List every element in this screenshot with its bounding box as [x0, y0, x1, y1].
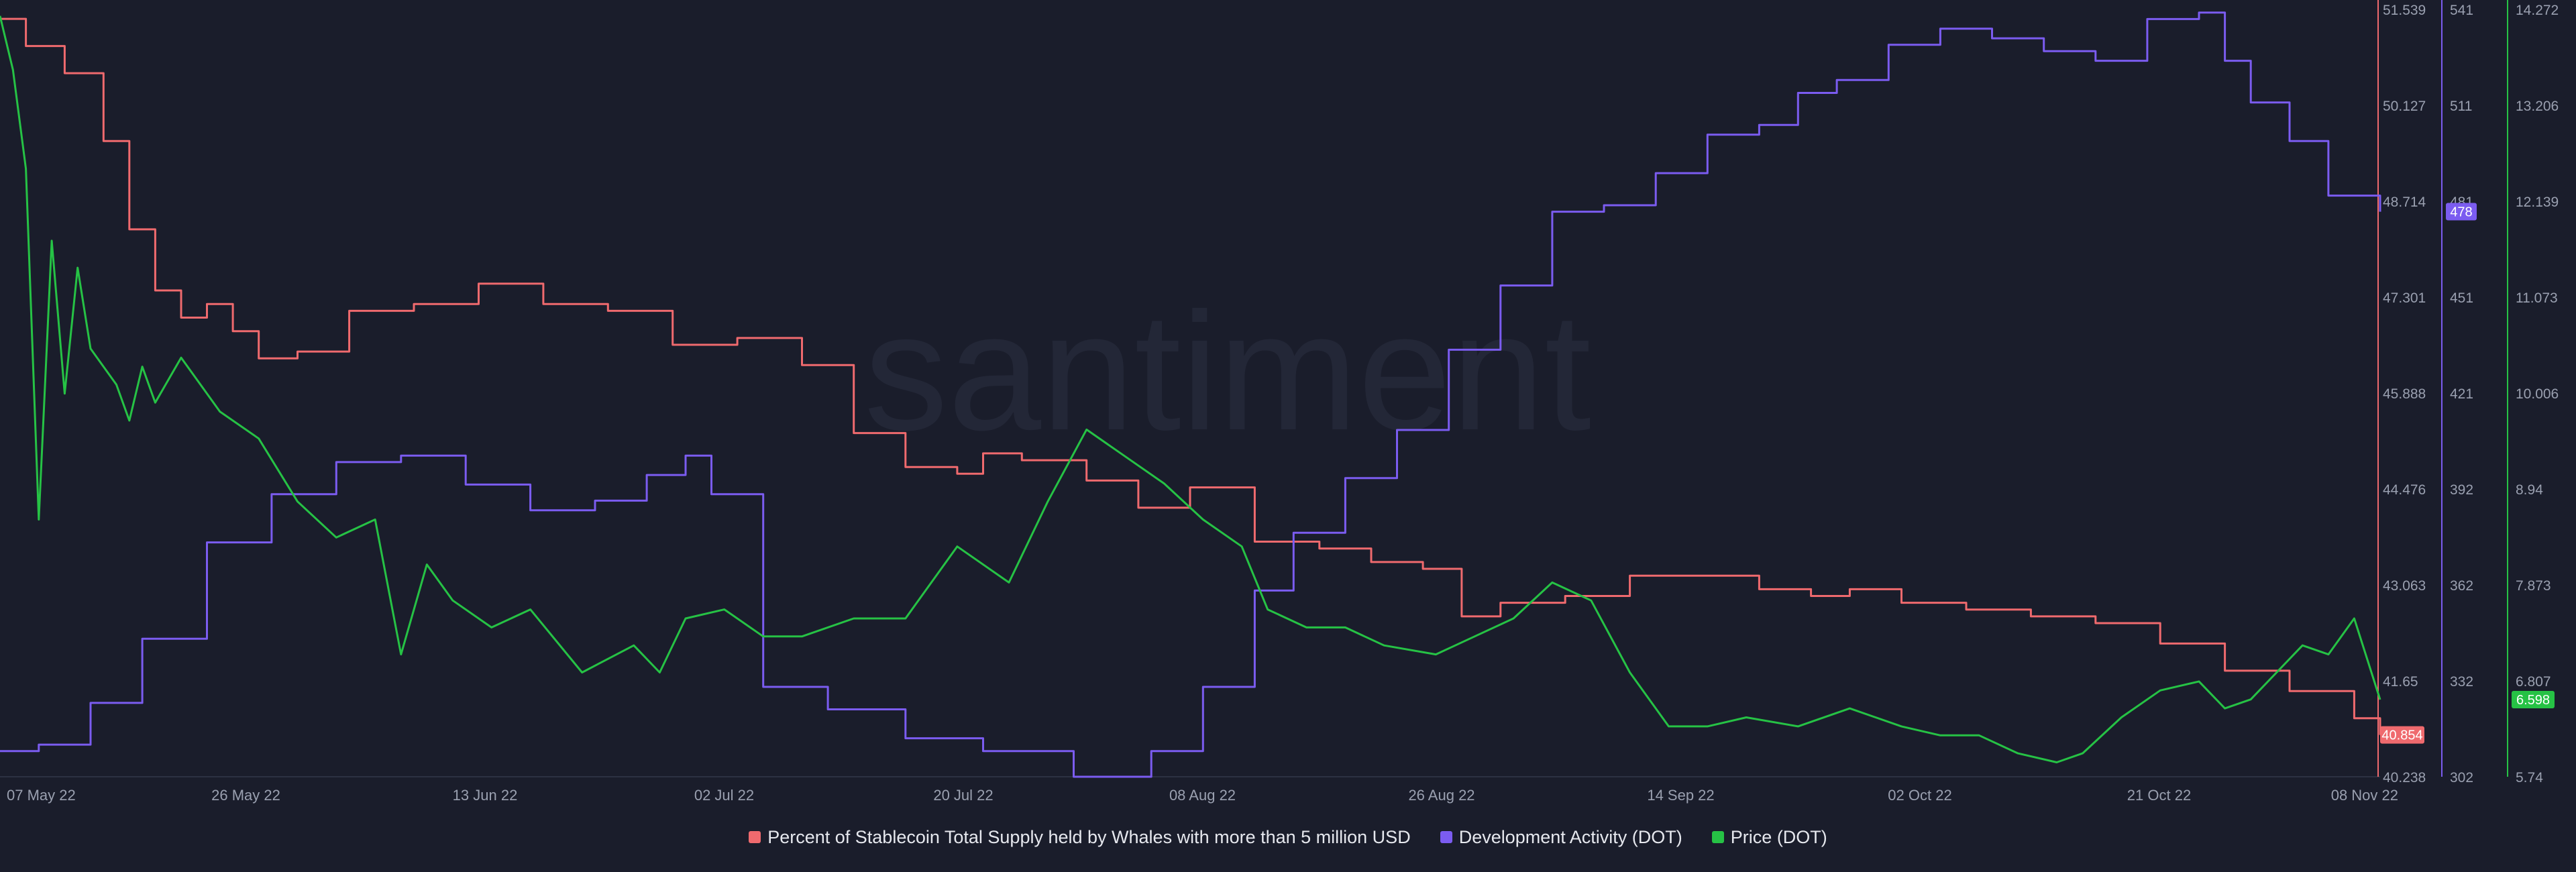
y-tick-label-price: 5.74 [2516, 770, 2543, 785]
y-tick-label-whales: 44.476 [2383, 482, 2426, 498]
y-tick-label-price: 7.873 [2516, 578, 2551, 594]
y-tick-label-whales: 50.127 [2383, 99, 2426, 114]
series-lines [0, 11, 2381, 778]
santiment-watermark: santiment [864, 278, 1591, 465]
y-tick-label-dev: 392 [2450, 482, 2473, 498]
y-tick-label-dev: 362 [2450, 578, 2473, 594]
y-tick-label-price: 13.206 [2516, 99, 2559, 114]
x-tick-label: 08 Nov 22 [2331, 787, 2398, 804]
y-tick-label-price: 10.006 [2516, 386, 2559, 402]
last-value-badge-price [2512, 690, 2555, 708]
x-tick-label: 07 May 22 [7, 787, 76, 804]
legend-item-whales[interactable]: Percent of Stablecoin Total Supply held … [749, 827, 1411, 848]
last-value-text-dev: 478 [2450, 205, 2472, 220]
y-tick-label-price: 12.139 [2516, 195, 2559, 210]
y-tick-label-whales: 47.301 [2383, 290, 2426, 306]
chart-legend: Percent of Stablecoin Total Supply held … [0, 824, 2576, 851]
x-tick-label: 08 Aug 22 [1169, 787, 1236, 804]
last-value-badge-dev [2446, 203, 2477, 221]
last-value-text-whales: 40.854 [2381, 728, 2422, 743]
y-tick-label-whales: 43.063 [2383, 578, 2426, 594]
x-tick-labels: 07 May 22 26 May 22 13 Jun 22 02 Jul 22 20 J… [7, 787, 2398, 804]
y-tick-label-dev: 421 [2450, 386, 2473, 402]
y-tick-label-whales: 41.65 [2383, 674, 2418, 690]
legend-swatch-price [1711, 831, 1724, 843]
series-line-price [0, 15, 2381, 763]
y-tick-label-dev: 332 [2450, 674, 2473, 690]
y-tick-label-whales: 51.539 [2383, 3, 2426, 18]
y-tick-label-whales: 48.714 [2383, 195, 2426, 210]
x-tick-label: 02 Jul 22 [694, 787, 754, 804]
x-tick-label: 21 Oct 22 [2127, 787, 2191, 804]
x-tick-label: 20 Jul 22 [933, 787, 993, 804]
legend-item-dev-activity[interactable]: Development Activity (DOT) [1440, 827, 1682, 848]
y-tick-label-dev: 541 [2450, 3, 2473, 18]
y-tick-label-price: 14.272 [2516, 3, 2559, 18]
y-tick-label-price: 11.073 [2516, 290, 2558, 306]
series-line-whales [0, 17, 2381, 735]
axis-lines [0, 0, 2508, 777]
y-tick-label-dev: 511 [2450, 99, 2472, 114]
legend-swatch-dev-activity [1440, 831, 1452, 843]
y-tick-labels: 51.539 50.127 48.714 47.301 45.888 44.476 43.0… [2383, 3, 2559, 785]
x-tick-label: 26 May 22 [211, 787, 280, 804]
y-tick-label-price: 8.94 [2516, 482, 2543, 498]
y-tick-label-price: 6.807 [2516, 674, 2551, 690]
y-tick-label-dev: 451 [2450, 290, 2473, 306]
y-tick-label-whales: 45.888 [2383, 386, 2426, 402]
x-tick-label: 13 Jun 22 [453, 787, 518, 804]
legend-label-whales: Percent of Stablecoin Total Supply held … [767, 826, 1411, 847]
last-value-badge-whales [2380, 726, 2424, 744]
x-tick-label: 02 Oct 22 [1888, 787, 1951, 804]
y-tick-label-whales: 40.238 [2383, 770, 2426, 785]
legend-swatch-whales [749, 831, 761, 843]
legend-item-price[interactable]: Price (DOT) [1711, 826, 1827, 848]
x-tick-label: 14 Sep 22 [1647, 787, 1714, 804]
legend-label-dev-activity: Development Activity (DOT) [1458, 826, 1682, 847]
legend-label-price: Price (DOT) [1730, 826, 1827, 847]
series-line-dev [0, 11, 2381, 778]
value-badges: 40.854 478 6.598 [2380, 203, 2555, 744]
x-tick-label: 26 Aug 22 [1408, 787, 1474, 804]
y-tick-label-dev: 302 [2450, 770, 2473, 785]
last-value-text-price: 6.598 [2516, 693, 2550, 708]
